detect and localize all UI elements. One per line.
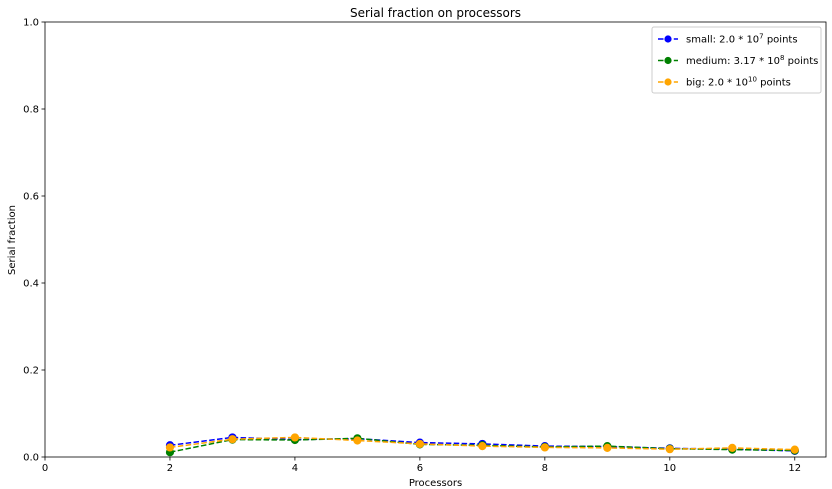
y-tick-label: 0.6 — [23, 192, 39, 203]
x-axis-label: Processors — [409, 478, 462, 489]
data-point — [478, 442, 487, 451]
x-tick-label: 4 — [292, 463, 298, 474]
y-axis-label: Serial fraction — [7, 205, 18, 275]
x-tick-label: 2 — [167, 463, 173, 474]
data-point — [353, 436, 362, 445]
axes-frame — [44, 21, 827, 458]
y-tick-label: 0.2 — [23, 366, 39, 377]
x-tick-label: 12 — [788, 463, 801, 474]
data-point — [540, 443, 549, 452]
chart-title: Serial fraction on processors — [350, 6, 521, 20]
y-tick-label: 1.0 — [23, 18, 39, 29]
x-tick-label: 6 — [417, 463, 423, 474]
data-point — [790, 445, 799, 454]
legend-box — [651, 26, 822, 94]
data-point — [290, 433, 300, 442]
x-tick-label: 10 — [663, 463, 676, 474]
x-tick-label: 0 — [42, 463, 48, 474]
data-point — [603, 443, 612, 452]
y-tick-label: 0.8 — [23, 105, 39, 116]
data-point — [228, 435, 237, 444]
y-tick-label: 0.0 — [23, 453, 39, 464]
data-point — [165, 443, 175, 452]
y-tick-label: 0.4 — [23, 279, 39, 290]
data-point — [415, 439, 424, 449]
data-point — [665, 445, 674, 454]
legend-label: medium: 3.17 * 108 points — [686, 54, 818, 67]
data-point — [728, 443, 737, 452]
plot-area: 0 2 4 6 8 10 12 0.0 0.2 0.4 0.6 0.8 1.0 — [23, 18, 827, 474]
legend-swatch-marker — [664, 78, 672, 86]
legend-label: small: 2.0 * 107 points — [686, 33, 798, 46]
legend-label: big: 2.0 * 1010 points — [686, 76, 791, 89]
x-tick-label: 8 — [542, 463, 548, 474]
legend: small: 2.0 * 107 points medium: 3.17 * 10… — [651, 26, 822, 94]
legend-swatch-marker — [664, 56, 672, 65]
legend-swatch-marker — [664, 35, 672, 43]
